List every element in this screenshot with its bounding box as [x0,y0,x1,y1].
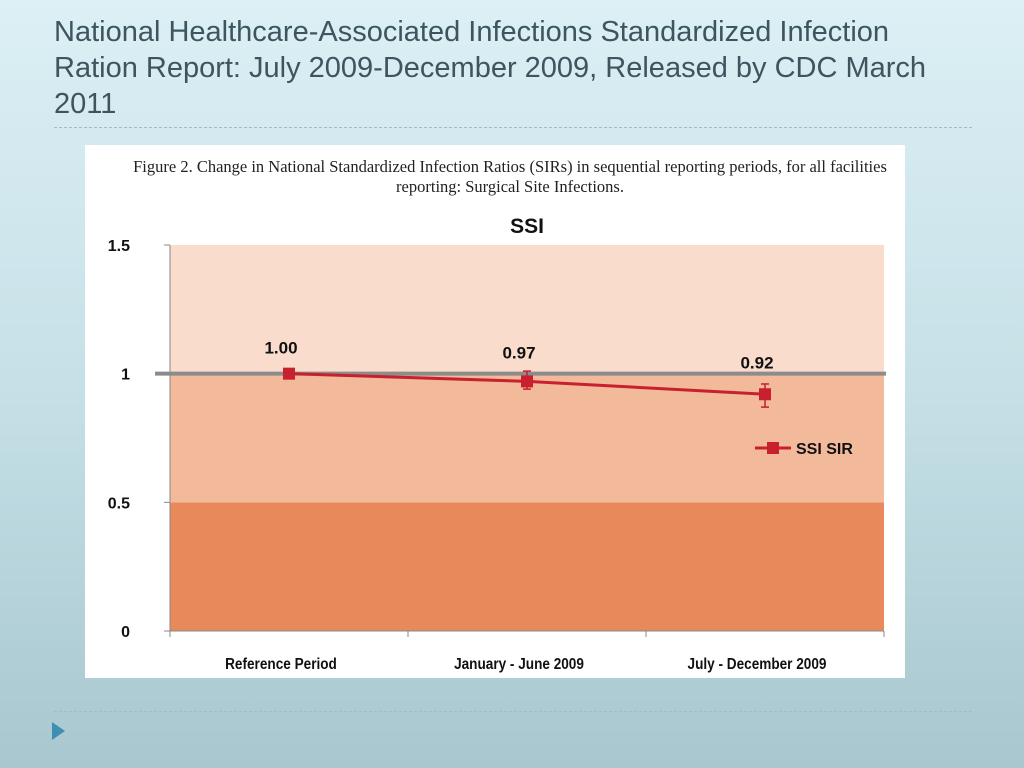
title-divider [54,127,972,128]
x-tick-label: Reference Period [225,656,337,673]
data-label: 0.97 [502,343,535,362]
band-1 [170,373,884,503]
data-point [521,375,533,388]
slide-title: National Healthcare-Associated Infection… [54,16,927,120]
y-tick-label: 0 [121,624,130,641]
data-label: 1.00 [264,339,297,358]
data-point [759,388,771,401]
figure-caption: Figure 2. Change in National Standardize… [133,157,887,196]
chart-svg: SSI 0 0.5 1 1.5 Reference Period January - Jun… [108,215,886,673]
y-tick-label: 0.5 [108,495,130,512]
band-2 [170,245,884,374]
band-0 [170,502,884,631]
legend-marker [767,442,779,454]
data-point [283,367,295,380]
y-tick-label: 1.5 [108,238,130,255]
legend-label: SSI SIR [796,441,853,458]
chart-title: SSI [510,215,544,238]
x-tick-label: July - December 2009 [688,656,827,673]
y-tick-label: 1 [121,367,130,384]
footer-divider [54,711,972,712]
data-label: 0.92 [740,353,773,372]
x-tick-label: January - June 2009 [454,656,584,673]
chart-figure: Figure 2. Change in National Standardize… [85,145,905,678]
triangle-bullet-icon [52,722,65,740]
